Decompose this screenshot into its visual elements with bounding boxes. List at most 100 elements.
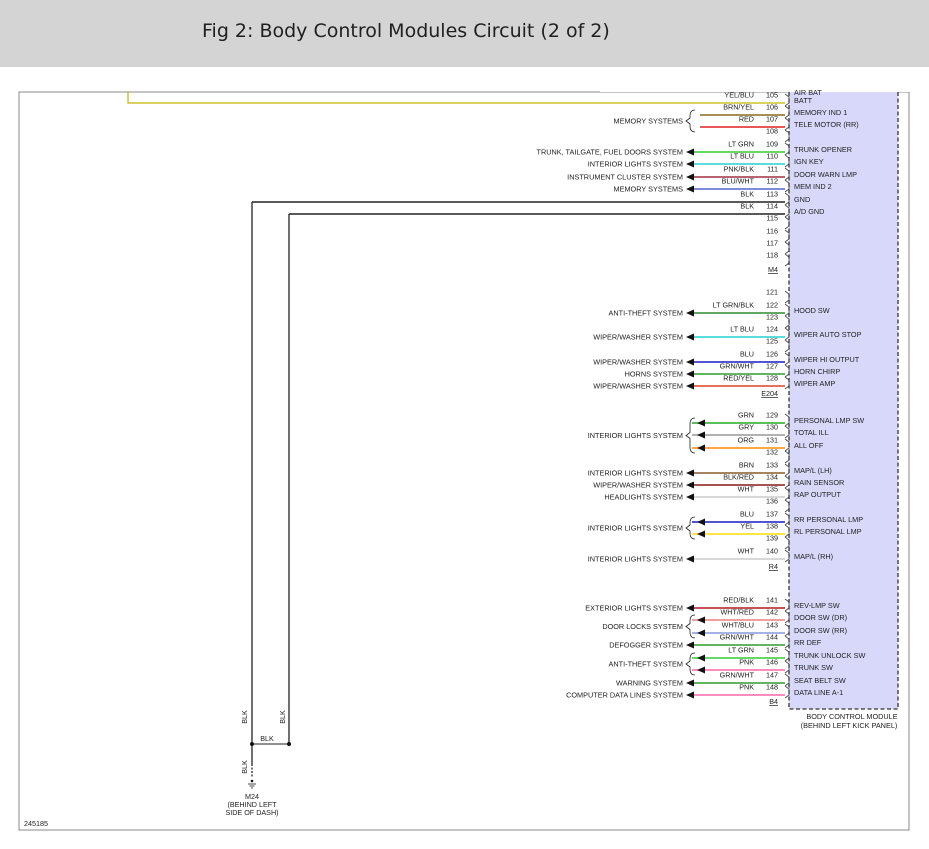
signal-name: BATT xyxy=(794,96,813,105)
pin-number: 138 xyxy=(766,522,778,531)
pin-row-115: 115 xyxy=(767,214,790,230)
figure-id: 245185 xyxy=(24,819,48,828)
arrow-icon xyxy=(697,431,705,439)
wire-color: BLK xyxy=(740,202,754,211)
signal-name: MAP/L (RH) xyxy=(794,552,833,561)
system-label: WIPER/WASHER SYSTEM xyxy=(593,358,683,367)
system-bracket xyxy=(685,516,696,540)
signal-name: TOTAL ILL xyxy=(794,428,829,437)
arrow-icon xyxy=(686,160,694,168)
wire-color: BLU xyxy=(740,510,754,519)
wire-color: GRY xyxy=(739,423,755,432)
pin-row-105: 105 BATT YEL/BLU xyxy=(127,91,813,107)
ground-icon xyxy=(248,779,256,789)
arrow-icon xyxy=(697,629,705,637)
connector-hook xyxy=(784,648,790,662)
system-bracket xyxy=(685,614,696,639)
pin-row-113: 113 GND BLK xyxy=(252,190,810,206)
arrow-icon xyxy=(686,309,694,317)
system-label: INTERIOR LIGHTS SYSTEM xyxy=(588,524,683,533)
system-label: ANTI-THEFT SYSTEM xyxy=(609,660,683,669)
signal-name: A/D GND xyxy=(794,207,824,216)
pin-row-111: 111 DOOR WARN LMP PNK/BLK INSTRUMENT CLUSTE… xyxy=(567,165,857,182)
pin-row-112: 112 MEM IND 2 BLU/WHT MEMORY SYSTEMS xyxy=(614,177,832,194)
connector-hook xyxy=(784,660,790,674)
wire-color: GRN/WHT xyxy=(720,671,755,680)
system-label: DEFOGGER SYSTEM xyxy=(609,641,683,650)
ground-wire-color: BLK xyxy=(240,760,249,774)
pin-number: 125 xyxy=(766,337,778,346)
pin-row-130: 130 TOTAL ILL GRY INTERIOR LIGHTS SYSTEM xyxy=(588,423,829,441)
connector-hook xyxy=(784,204,790,218)
connector-hook xyxy=(784,610,790,624)
connector-hook xyxy=(784,192,790,206)
signal-name: RL PERSONAL LMP xyxy=(794,527,862,536)
signal-name: MAP/L (LH) xyxy=(794,466,832,475)
module-name: BODY CONTROL MODULE xyxy=(806,712,897,721)
connector-hook xyxy=(784,463,790,477)
arrow-icon xyxy=(686,679,694,687)
arrow-icon xyxy=(686,370,694,378)
pin-row-124: 124 WIPER AUTO STOP LT BLU WIPER/WASHER SYS… xyxy=(593,325,861,342)
pin-number: 116 xyxy=(767,227,778,236)
signal-name: DOOR WARN LMP xyxy=(794,170,857,179)
system-label: WIPER/WASHER SYSTEM xyxy=(593,382,683,391)
title-bar: Fig 2: Body Control Modules Circuit (2 o… xyxy=(0,0,929,67)
arrow-icon xyxy=(686,173,694,181)
connector-hook xyxy=(784,499,790,513)
system-label: MEMORY SYSTEMS xyxy=(614,185,684,194)
pin-row-133: 133 MAP/L (LH) BRN INTERIOR LIGHTS SYSTEM xyxy=(588,461,832,478)
pin-row-106: 106 MEMORY IND 1 BRN/YEL MEMORY SYSTEMS xyxy=(614,103,848,126)
pin-number: 128 xyxy=(766,374,778,383)
system-label: WARNING SYSTEM xyxy=(616,679,683,688)
signal-name: ALL OFF xyxy=(794,441,824,450)
signal-name: GND xyxy=(794,195,810,204)
pin-number: 111 xyxy=(767,165,778,174)
system-label: EXTERIOR LIGHTS SYSTEM xyxy=(585,604,683,613)
signal-name: RAIN SENSOR xyxy=(794,478,844,487)
diagram-frame xyxy=(18,91,910,831)
system-label: COMPUTER DATA LINES SYSTEM xyxy=(566,691,683,700)
arrow-icon xyxy=(697,654,705,662)
connector-hook xyxy=(784,154,790,168)
pin-row-146: 146 TRUNK SW PNK xyxy=(692,658,833,674)
signal-name: MEMORY IND 1 xyxy=(794,108,847,117)
signal-name: RAP OUTPUT xyxy=(794,490,841,499)
ground-wire-color: BLK xyxy=(278,710,287,724)
pin-number: 143 xyxy=(766,621,778,630)
connector-hook xyxy=(784,303,790,317)
system-label: INTERIOR LIGHTS SYSTEM xyxy=(588,431,683,440)
pin-number: 144 xyxy=(766,633,778,642)
pin-number: 118 xyxy=(767,251,778,260)
pin-number: 124 xyxy=(766,325,778,334)
pin-number: 115 xyxy=(767,214,778,223)
wire-color: BLK xyxy=(740,190,754,199)
wire-color: LT BLU xyxy=(730,325,754,334)
connector-hook xyxy=(784,536,790,550)
connector-hook xyxy=(784,327,790,341)
pin-number: 109 xyxy=(766,140,778,149)
connector-hook xyxy=(784,512,790,526)
arrow-icon xyxy=(686,555,694,563)
connector-hook xyxy=(784,364,790,378)
arrow-icon xyxy=(686,641,694,649)
pin-row-129: 129 PERSONAL LMP SW GRN xyxy=(692,411,864,427)
pin-number: 135 xyxy=(766,485,778,494)
connector-hook xyxy=(784,598,790,612)
signal-name: DATA LINE A-1 xyxy=(794,688,843,697)
connector-hook xyxy=(784,179,790,193)
wire-color: PNK/BLK xyxy=(724,165,755,174)
arrow-icon xyxy=(697,419,705,427)
wire-color: BLK/RED xyxy=(723,473,754,482)
signal-name: TRUNK OPENER xyxy=(794,145,852,154)
signal-name: WIPER AUTO STOP xyxy=(794,330,862,339)
pin-row-108: 108 xyxy=(766,127,790,143)
connector-hook xyxy=(784,339,790,353)
wire-color: BRN xyxy=(739,461,754,470)
arrow-icon xyxy=(686,148,694,156)
pin-number: 108 xyxy=(766,127,778,136)
system-label: MEMORY SYSTEMS xyxy=(614,117,684,126)
connector-hook xyxy=(784,117,790,131)
wire-color: BLU/WHT xyxy=(722,177,755,186)
